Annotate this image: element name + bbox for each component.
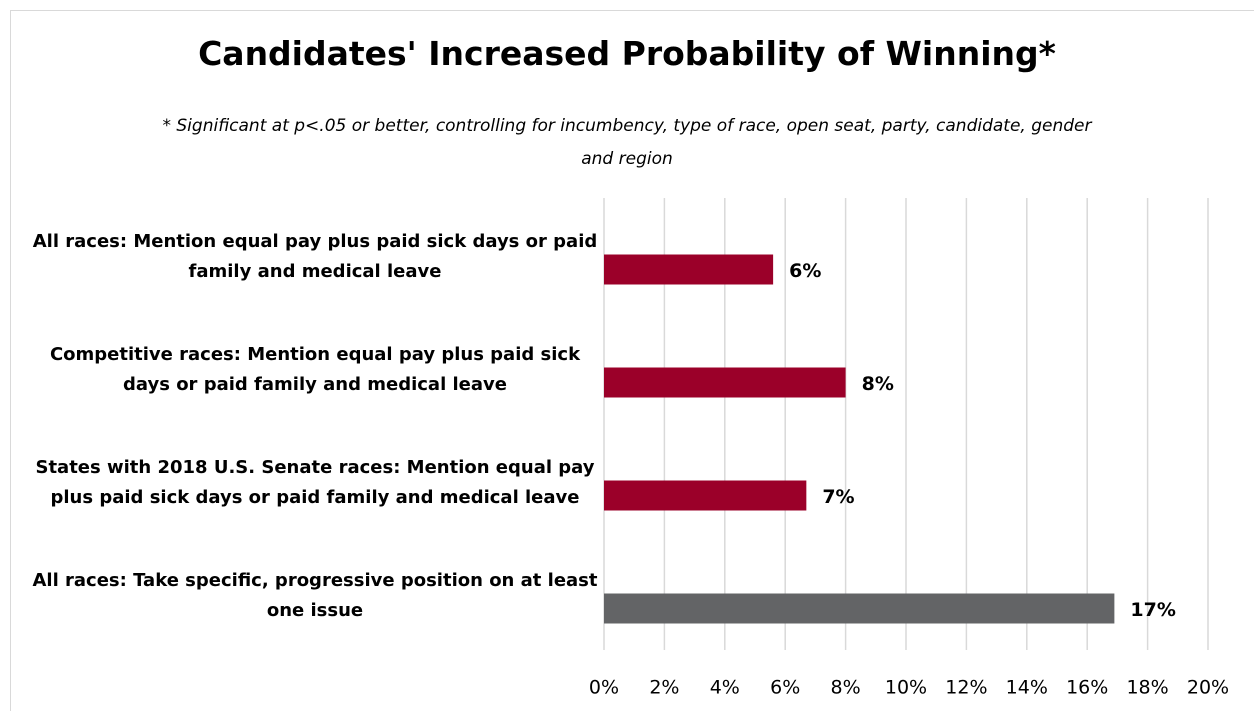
chart-frame [10, 10, 1254, 711]
x-tick-label: 4% [710, 677, 740, 699]
bar [604, 480, 807, 511]
bar [604, 367, 846, 398]
x-tick-label: 14% [1006, 677, 1048, 699]
data-label: 8% [862, 373, 894, 395]
x-tick-label: 6% [770, 677, 800, 699]
chart-title: Candidates' Increased Probability of Win… [198, 34, 1056, 73]
bar [604, 254, 774, 285]
chart-subtitle: * Significant at p<.05 or better, contro… [162, 116, 1092, 169]
x-tick-label: 12% [945, 677, 987, 699]
y-tick-label: All races: Mention equal pay plus paid s… [32, 230, 598, 282]
x-tick-label: 8% [831, 677, 861, 699]
data-label: 7% [822, 486, 854, 508]
x-tick-label: 20% [1187, 677, 1229, 699]
y-tick-label: States with 2018 U.S. Senate races: Ment… [35, 456, 595, 508]
data-label: 17% [1130, 599, 1175, 621]
bar [604, 593, 1115, 624]
x-tick-label: 18% [1126, 677, 1168, 699]
x-tick-label: 2% [649, 677, 679, 699]
y-tick-label: Competitive races: Mention equal pay plu… [49, 343, 581, 395]
y-tick-label: All races: Take specific, progressive po… [32, 569, 598, 621]
data-label: 6% [789, 260, 821, 282]
x-tick-label: 0% [589, 677, 619, 699]
x-tick-label: 16% [1066, 677, 1108, 699]
x-tick-label: 10% [885, 677, 927, 699]
